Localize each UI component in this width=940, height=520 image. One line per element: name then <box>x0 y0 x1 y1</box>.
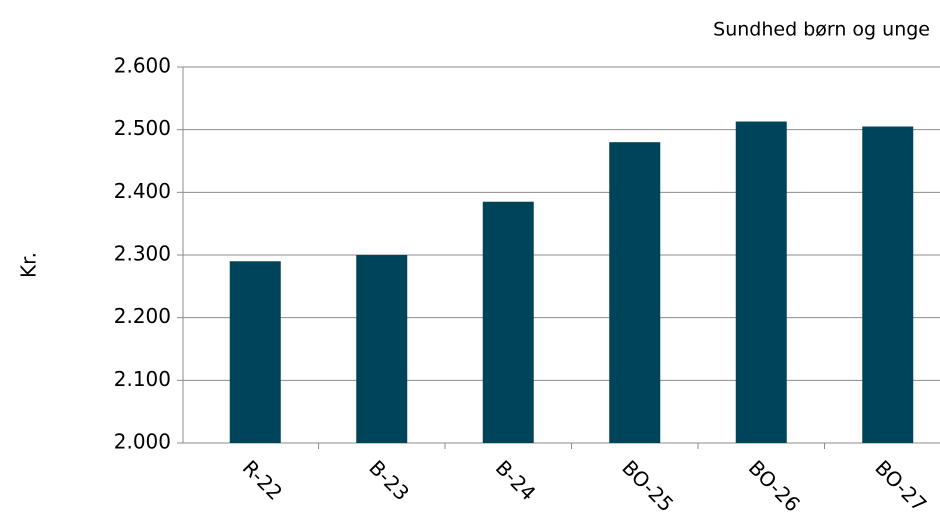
bar <box>356 255 408 443</box>
bar <box>735 121 787 444</box>
y-tick-label: 2.200 <box>114 304 171 328</box>
bar <box>482 201 534 443</box>
y-tick-label: 2.300 <box>114 242 171 266</box>
y-tick-label: 2.600 <box>114 54 171 78</box>
x-tick-label: BO-26 <box>744 455 805 516</box>
bar <box>609 142 661 443</box>
y-tick-label: 2.000 <box>114 430 171 454</box>
y-tick-label: 2.500 <box>114 116 171 140</box>
x-tick-label: BO-27 <box>870 455 931 516</box>
y-tick-label: 2.400 <box>114 179 171 203</box>
bar <box>229 261 281 443</box>
x-tick-label: B-23 <box>364 455 414 505</box>
y-axis-label: Kr. <box>17 252 41 278</box>
bar <box>862 126 914 444</box>
x-tick-label: BO-25 <box>617 455 678 516</box>
x-tick-label: B-24 <box>491 455 541 505</box>
chart-title: Sundhed børn og unge <box>713 19 930 41</box>
y-tick-label: 2.100 <box>114 367 171 391</box>
x-tick-label: R-22 <box>238 455 287 504</box>
